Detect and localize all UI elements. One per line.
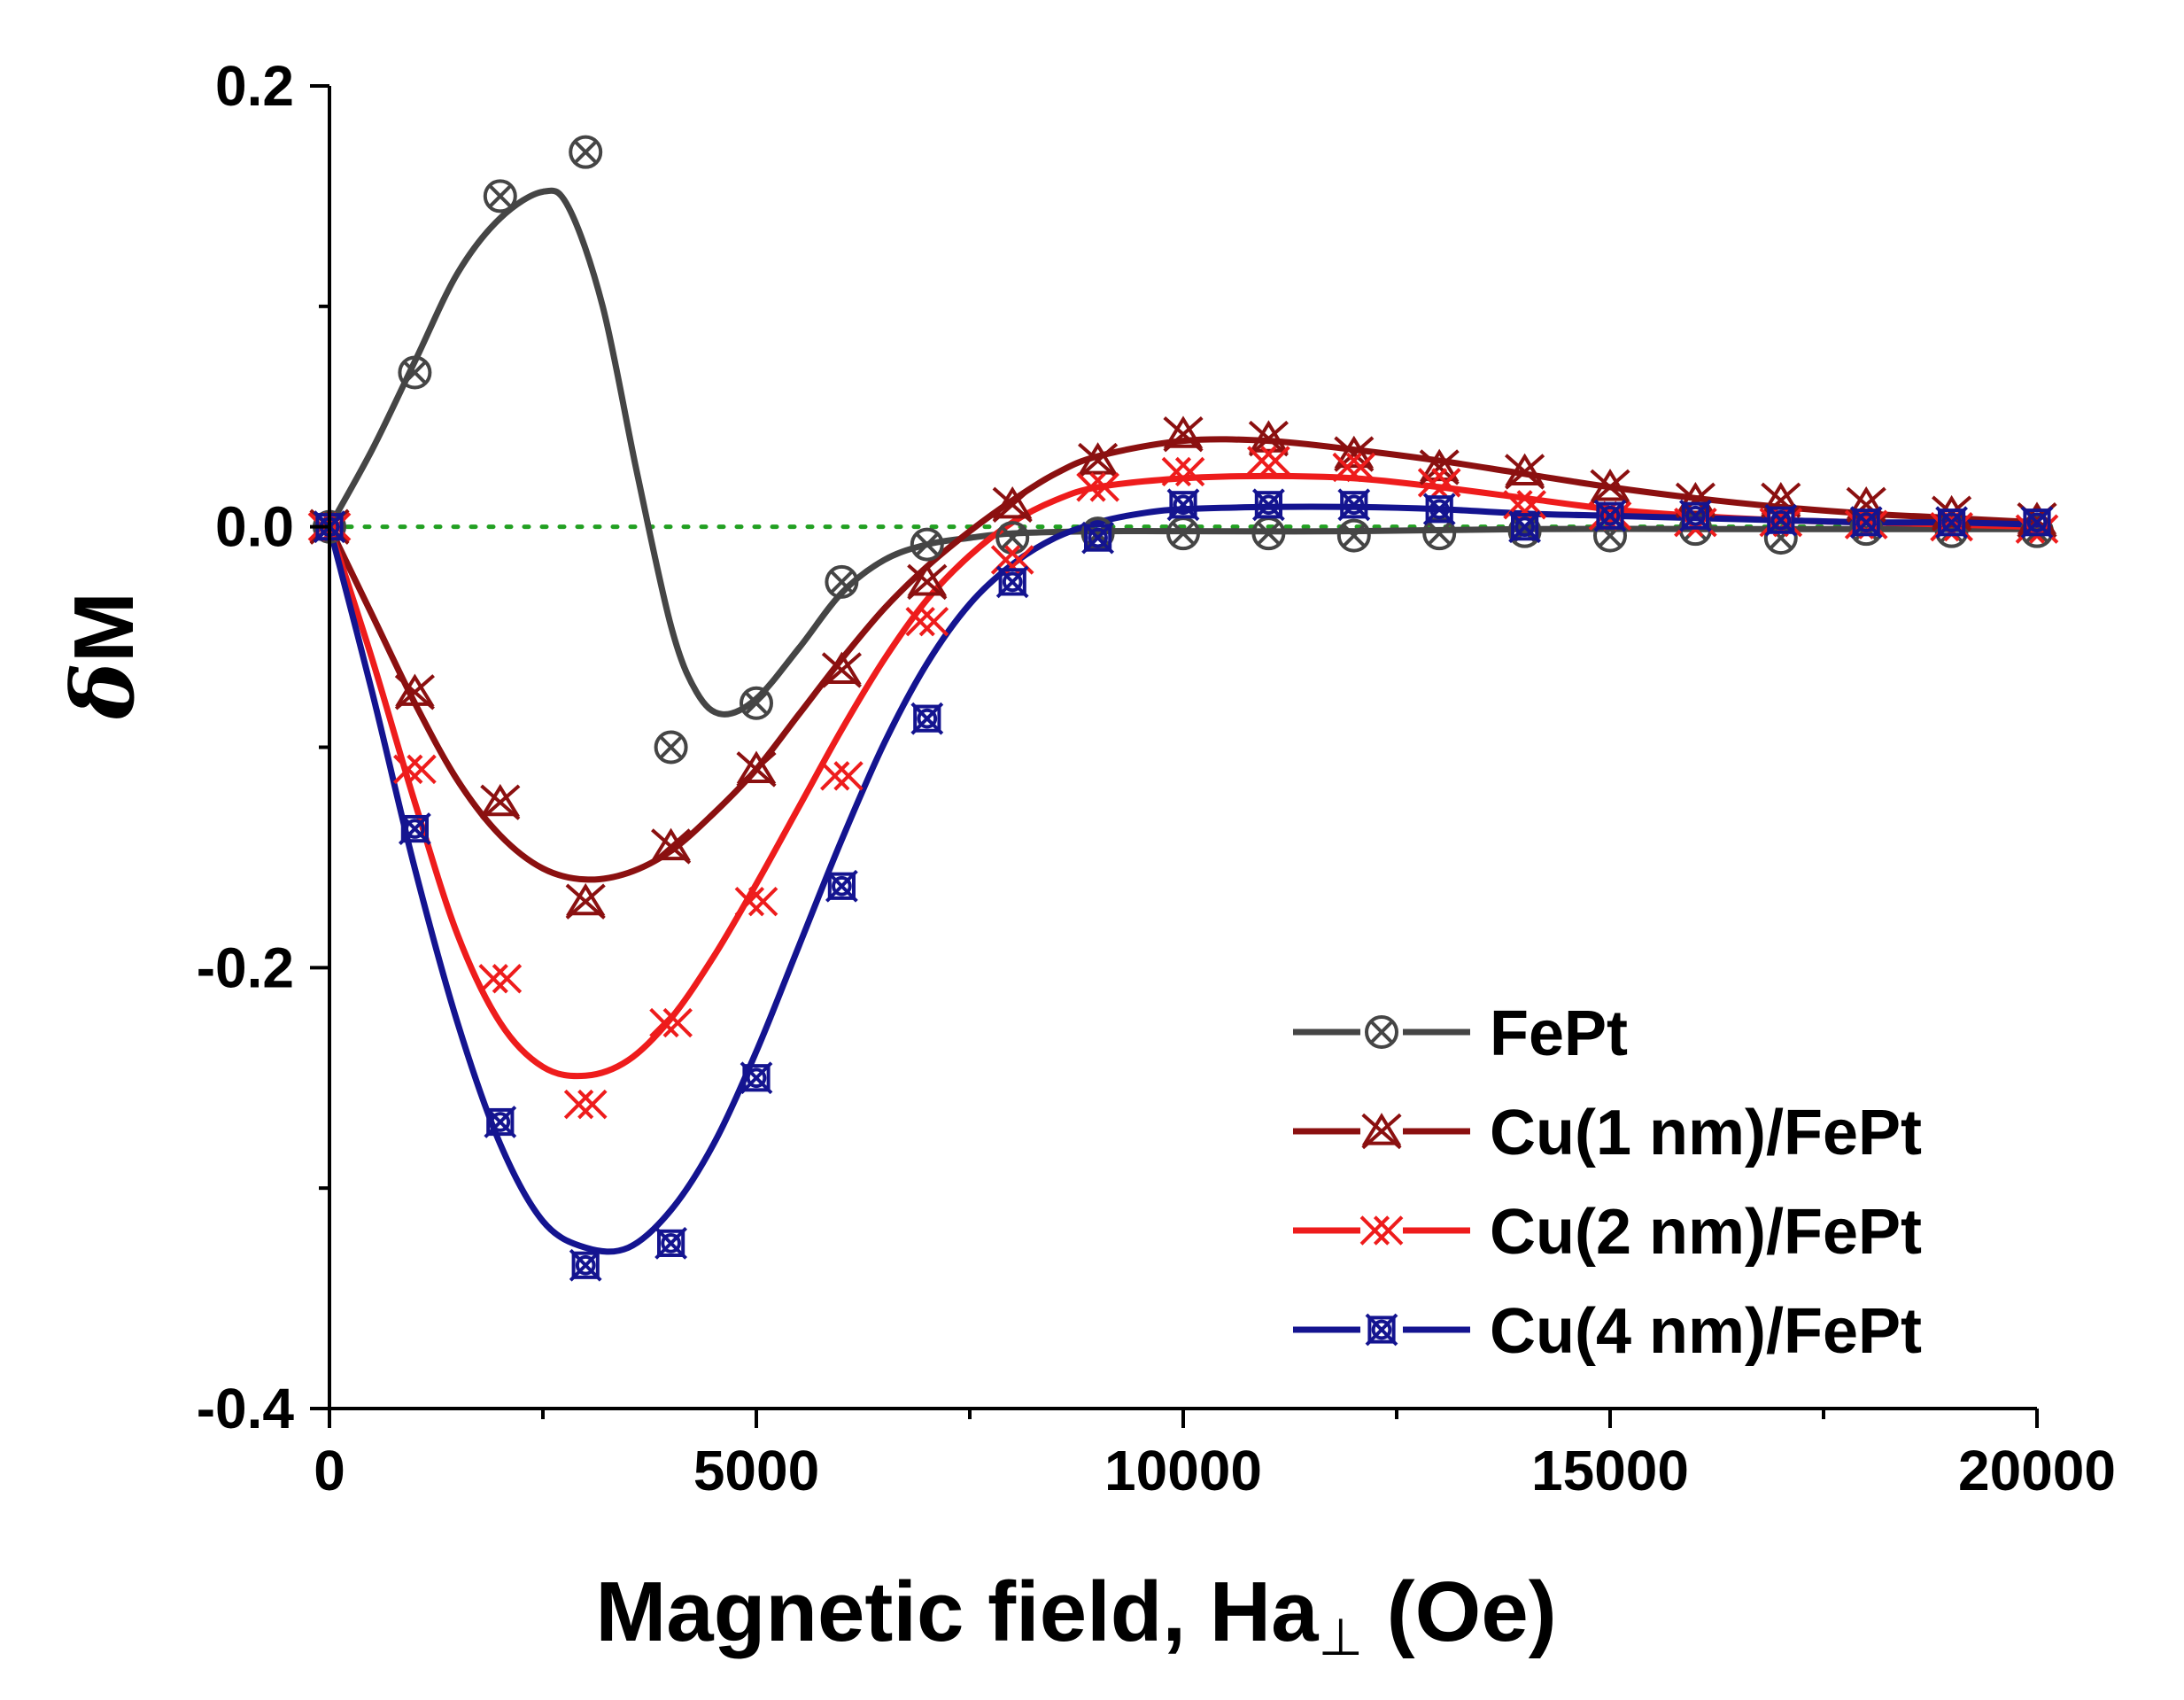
data-point-series-1 [654,730,688,765]
data-point-series-2 [1590,469,1630,506]
data-point-series-2 [480,783,521,820]
data-point-series-4 [740,1061,773,1095]
y-axis-title-symbol: δ [53,663,153,720]
legend-label: Cu(1 nm)/FePt [1490,1098,1922,1168]
x-tick-label: 0 [314,1439,345,1502]
data-point-series-4 [1166,488,1200,522]
legend-label: Cu(2 nm)/FePt [1490,1197,1922,1268]
data-markers-layer [307,135,2059,1282]
data-point-series-3 [1417,468,1461,498]
data-point-series-3 [563,1089,608,1120]
data-point-series-2 [565,882,606,920]
x-axis-title-subscript: ⊥ [1318,1609,1363,1666]
data-point-series-4 [1593,499,1627,532]
data-point-series-2 [907,563,948,601]
data-point-series-4 [484,1106,517,1138]
series-line-2 [326,436,2041,883]
legend-item-3: Cu(2 nm)/FePt [1293,1197,1922,1268]
data-point-series-1 [910,527,944,562]
fit-curves-layer [326,187,2041,1255]
data-point-series-1 [398,355,432,390]
data-point-series-4 [825,869,858,903]
data-point-series-4 [1337,488,1371,522]
data-point-series-2 [1248,420,1289,457]
data-point-series-2 [1334,435,1375,472]
data-point-series-4 [995,565,1029,599]
data-point-series-3 [1332,452,1376,483]
data-point-series-1 [569,135,603,169]
x-axis-title: Magnetic field, Ha⊥ (Oe) [595,1564,1556,1666]
x-tick-label: 15000 [1531,1439,1689,1502]
data-point-series-1 [995,521,1030,555]
data-point-series-2 [736,750,777,788]
data-point-series-2 [1078,442,1119,479]
data-point-series-2 [1419,448,1460,485]
series-line-3 [326,472,2041,1080]
data-point-series-2 [821,651,862,688]
data-point-series-2 [1163,415,1204,453]
data-point-series-3 [1076,472,1119,502]
data-point-series-1 [483,179,517,213]
data-point-series-3 [820,761,864,791]
y-axis-title: δM [53,592,153,720]
y-axis-title-main: M [57,592,151,663]
data-point-series-3 [649,1007,693,1038]
legend-item-1: FePt [1293,998,1628,1069]
data-point-series-3 [734,886,778,917]
data-point-series-4 [1764,503,1798,537]
data-point-series-2 [394,673,435,710]
y-tick-label: 0.0 [215,495,294,559]
data-point-series-4 [1508,510,1542,544]
legend-label: FePt [1490,998,1628,1069]
series-line-1 [326,187,2041,718]
data-point-series-4 [398,812,431,845]
data-point-series-4 [569,1248,602,1282]
data-point-series-2 [1505,453,1545,490]
data-point-series-4 [1081,521,1115,555]
data-point-series-3 [393,754,437,785]
x-axis-title-main: Magnetic field, Ha [595,1564,1319,1659]
data-point-series-4 [1935,506,1969,539]
data-point-series-3 [1161,456,1205,487]
data-point-series-1 [740,686,773,720]
data-point-series-3 [905,606,949,637]
x-tick-label: 5000 [693,1439,819,1502]
data-point-series-4 [1422,493,1456,526]
tick-labels-layer: 0 5000 10000 15000 20000 0.2 0.0 -0.2 -0.4 [197,54,2116,1502]
data-point-series-4 [654,1226,688,1260]
legend-marker [1365,1313,1398,1347]
data-point-series-4 [910,702,944,735]
legend-item-4: Cu(4 nm)/FePt [1293,1296,1922,1367]
data-point-series-4 [1678,499,1712,532]
data-point-series-1 [1336,518,1371,553]
data-point-series-4 [1251,488,1285,522]
legend-marker [1361,1113,1402,1150]
y-tick-label: -0.2 [197,935,294,999]
legend-item-2: Cu(1 nm)/FePt [1293,1098,1922,1168]
legend-marker-bg [1360,1209,1403,1252]
legend-label: Cu(4 nm)/FePt [1490,1296,1922,1367]
data-point-series-3 [478,964,523,994]
data-point-series-2 [651,827,692,865]
legend: FePt Cu(1 nm)/FePt Cu(2 nm)/FePt Cu(4 nm)/F… [1293,998,1922,1367]
legend-marker [1359,1215,1404,1246]
x-tick-label: 10000 [1104,1439,1262,1502]
y-tick-label: 0.2 [215,54,294,118]
data-point-series-4 [2020,506,2054,539]
data-point-series-3 [1247,446,1290,476]
axes-layer [310,84,2039,1428]
data-point-series-4 [1849,506,1883,539]
data-point-series-1 [825,564,859,599]
legend-marker [1365,1015,1398,1049]
y-tick-label: -0.4 [197,1377,295,1440]
data-point-series-2 [992,485,1033,523]
x-tick-label: 20000 [1958,1439,2116,1502]
x-axis-title-unit: (Oe) [1363,1564,1557,1659]
